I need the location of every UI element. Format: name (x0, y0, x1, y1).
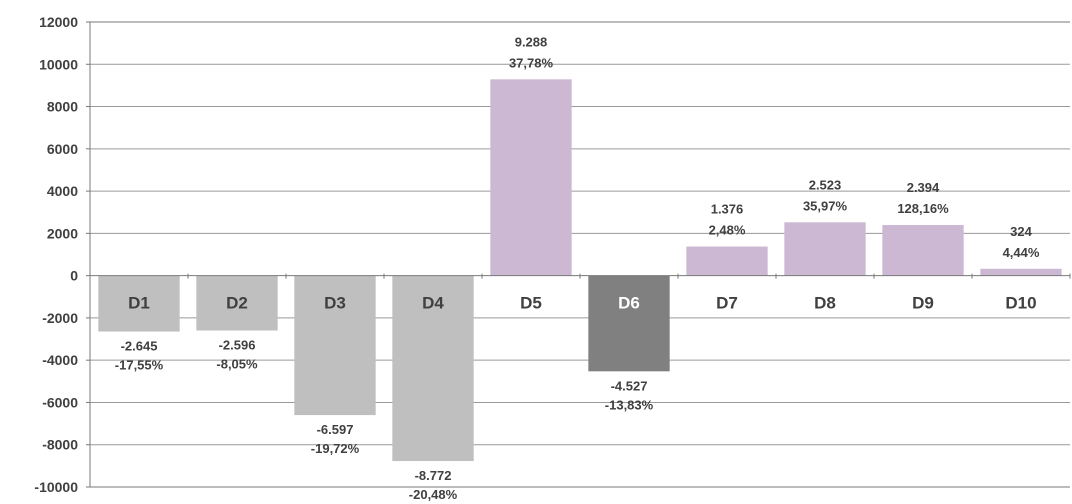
category-label-d1: D1 (128, 294, 150, 313)
percent-label: -8,05% (216, 357, 258, 372)
percent-label: -17,55% (115, 358, 164, 373)
category-label-d3: D3 (324, 294, 346, 313)
value-label: 1.376 (711, 202, 744, 217)
data-labels: -2.645 -17,55% -2.596 -8,05% -6.597 -19,72% -8… (115, 34, 1040, 502)
bar-d1 (98, 275, 180, 332)
bar-d9 (882, 225, 964, 276)
category-label-d5: D5 (520, 294, 542, 313)
axes (86, 21, 1071, 488)
percent-label: 2,48% (709, 223, 746, 238)
category-label-d8: D8 (814, 294, 836, 313)
category-label-d10: D10 (1005, 294, 1036, 313)
y-tick-label: 0 (70, 268, 78, 284)
value-label: -6.597 (317, 422, 354, 437)
bar-d6 (588, 275, 670, 372)
y-tick-label: -2000 (42, 310, 78, 326)
y-tick-label: 10000 (39, 56, 78, 72)
bar-d10 (980, 268, 1062, 276)
percent-label: 128,16% (897, 201, 949, 216)
y-tick-label: 2000 (47, 225, 78, 241)
bar-d3 (294, 275, 376, 416)
category-label-d9: D9 (912, 294, 934, 313)
category-labels: D1 D2 D3 D4 D5 D6 D7 D8 D9 D10 (128, 294, 1036, 313)
percent-label: 35,97% (803, 198, 848, 213)
y-tick-label: 4000 (47, 183, 78, 199)
y-tick-label: -10000 (34, 479, 78, 495)
bars (98, 79, 1062, 462)
value-label: 2.394 (907, 180, 940, 195)
y-tick-label: 12000 (39, 14, 78, 30)
y-tick-label: 8000 (47, 99, 78, 115)
bar-d2 (196, 275, 278, 331)
category-label-d6: D6 (618, 294, 640, 313)
value-label: 324 (1010, 224, 1032, 239)
category-label-d4: D4 (422, 294, 444, 313)
percent-label: -20,48% (409, 487, 458, 502)
percent-label: 37,78% (509, 55, 554, 70)
value-label: 2.523 (809, 177, 842, 192)
bar-d8 (784, 222, 866, 276)
category-label-d7: D7 (716, 294, 738, 313)
value-label: 9.288 (515, 34, 548, 49)
y-tick-label: -4000 (42, 352, 78, 368)
percent-label: -13,83% (605, 397, 654, 412)
value-label: -2.596 (219, 338, 256, 353)
value-label: -2.645 (121, 339, 158, 354)
category-label-d2: D2 (226, 294, 248, 313)
value-label: -4.527 (611, 378, 648, 393)
y-tick-label: -8000 (42, 437, 78, 453)
value-label: -8.772 (415, 468, 452, 483)
percent-label: 4,44% (1003, 245, 1040, 260)
bar-d5 (490, 79, 572, 276)
percent-label: -19,72% (311, 441, 360, 456)
y-tick-label: -6000 (42, 394, 78, 410)
bar-d7 (686, 246, 768, 276)
bar-d4 (392, 275, 474, 462)
y-axis-ticks: 12000 10000 8000 6000 4000 2000 0 -2000 -4000 -60… (34, 14, 78, 495)
y-tick-label: 6000 (47, 141, 78, 157)
